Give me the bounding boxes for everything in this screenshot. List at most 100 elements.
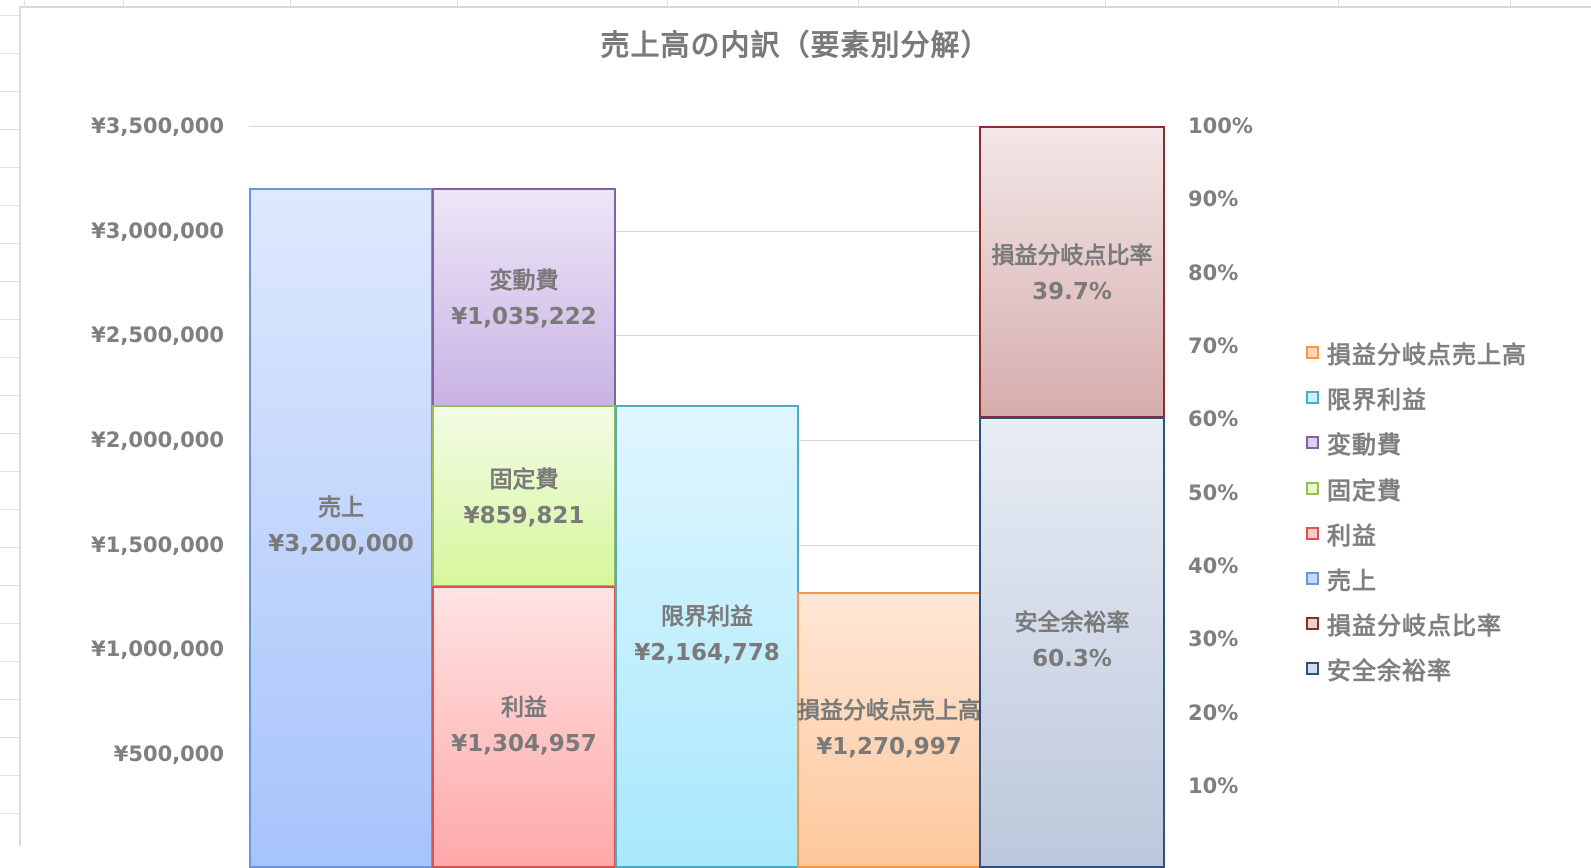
bar-fixed-cost[interactable]: 固定費 ¥859,821: [432, 405, 616, 587]
legend-item-breakeven-ratio[interactable]: 損益分岐点比率: [1306, 601, 1527, 646]
sheet-row-gridline: [0, 243, 19, 244]
legend-item-variable-cost[interactable]: 変動費: [1306, 420, 1527, 465]
legend-swatch-icon: [1306, 346, 1319, 360]
sheet-col-gridline: [1338, 0, 1339, 6]
bar-value: ¥1,304,957: [451, 731, 597, 757]
sheet-col-gridline: [457, 0, 458, 6]
legend-swatch-icon: [1306, 436, 1319, 450]
sheet-row-gridline: [0, 281, 19, 282]
legend-label: 損益分岐点比率: [1327, 612, 1502, 641]
bar-value: ¥1,035,222: [451, 304, 597, 330]
legend-item-breakeven-sales[interactable]: 損益分岐点売上高: [1306, 330, 1527, 375]
bar-value: ¥2,164,778: [634, 640, 780, 666]
spreadsheet-background: [0, 0, 1511, 814]
legend-swatch-icon: [1306, 662, 1319, 676]
y-tick-label: ¥3,000,000: [91, 219, 224, 243]
legend-item-sales[interactable]: 売上: [1306, 556, 1527, 601]
bar-breakeven-ratio[interactable]: 損益分岐点比率 39.7%: [979, 126, 1165, 418]
bar-value: ¥3,200,000: [268, 531, 414, 557]
legend-label: 変動費: [1327, 431, 1402, 460]
y2-tick-label: 80%: [1188, 261, 1239, 285]
legend-item-profit[interactable]: 利益: [1306, 511, 1527, 556]
y2-tick-label: 10%: [1188, 774, 1239, 798]
sheet-row-gridline: [0, 813, 19, 814]
bar-value: ¥859,821: [463, 503, 585, 529]
bar-value: 39.7%: [1032, 279, 1112, 305]
legend-item-fixed-cost[interactable]: 固定費: [1306, 466, 1527, 511]
bar-label-breakeven-ratio: 損益分岐点比率 39.7%: [941, 238, 1203, 310]
bar-label-variable-cost: 変動費 ¥1,035,222: [394, 263, 654, 335]
legend-swatch-icon: [1306, 481, 1319, 495]
sheet-row-gridline: [0, 129, 19, 130]
gridline: [249, 126, 1164, 127]
bar-label-fixed-cost: 固定費 ¥859,821: [394, 462, 654, 534]
legend-label: 売上: [1327, 567, 1377, 596]
legend[interactable]: 損益分岐点売上高 限界利益 変動費 固定費 利益 売上 損益分岐点比率 安全余裕…: [1306, 330, 1527, 692]
bar-name: 利益: [501, 695, 547, 721]
y2-tick-label: 50%: [1188, 481, 1239, 505]
sheet-row-gridline: [0, 91, 19, 92]
bar-name: 固定費: [489, 467, 559, 493]
sheet-row-gridline: [0, 661, 19, 662]
chart-title[interactable]: 売上高の内訳（要素別分解）: [600, 28, 991, 62]
sheet-row-gridline: [0, 205, 19, 206]
bar-name: 変動費: [489, 268, 559, 294]
bar-name: 損益分岐点売上高: [797, 698, 981, 724]
bar-label-safety-margin: 安全余裕率 60.3%: [941, 605, 1203, 677]
y2-tick-label: 30%: [1188, 627, 1239, 651]
bar-value: ¥1,270,997: [816, 734, 962, 760]
sheet-row-gridline: [0, 699, 19, 700]
bar-label-sales: 売上 ¥3,200,000: [211, 490, 471, 562]
legend-swatch-icon: [1306, 617, 1319, 631]
bar-name: 限界利益: [661, 604, 753, 630]
y2-tick-label: 90%: [1188, 187, 1239, 211]
y2-tick-label: 70%: [1188, 334, 1239, 358]
legend-label: 固定費: [1327, 476, 1402, 505]
bar-label-breakeven-sales: 損益分岐点売上高 ¥1,270,997: [759, 693, 1019, 765]
bar-name: 損益分岐点比率: [991, 243, 1153, 269]
sheet-row-gridline: [0, 775, 19, 776]
bar-variable-cost[interactable]: 変動費 ¥1,035,222: [432, 188, 616, 407]
sheet-col-gridline: [24, 0, 25, 6]
y-tick-label: ¥3,500,000: [91, 114, 224, 138]
sheet-row-gridline: [0, 167, 19, 168]
y-tick-label: ¥1,000,000: [91, 637, 224, 661]
bar-name: 売上: [318, 495, 364, 521]
sheet-row-gridline: [0, 433, 19, 434]
legend-item-safety-margin[interactable]: 安全余裕率: [1306, 646, 1527, 691]
bar-marginal-profit[interactable]: 限界利益 ¥2,164,778: [615, 405, 799, 868]
y-tick-label: ¥2,000,000: [91, 428, 224, 452]
y-tick-label: ¥500,000: [113, 742, 224, 766]
sheet-row-gridline: [0, 623, 19, 624]
sheet-col-gridline: [1105, 0, 1106, 6]
sheet-col-gridline: [1510, 0, 1511, 6]
y2-tick-label: 40%: [1188, 554, 1239, 578]
sheet-col-gridline: [290, 0, 291, 6]
legend-label: 損益分岐点売上高: [1327, 341, 1527, 370]
bar-breakeven-sales[interactable]: 損益分岐点売上高 ¥1,270,997: [797, 592, 981, 868]
sheet-row-gridline: [0, 509, 19, 510]
y-tick-label: ¥2,500,000: [91, 323, 224, 347]
sheet-row-gridline: [0, 547, 19, 548]
y2-tick-label: 20%: [1188, 701, 1239, 725]
bar-value: 60.3%: [1032, 646, 1112, 672]
sheet-row-gridline: [0, 357, 19, 358]
legend-label: 安全余裕率: [1327, 657, 1452, 686]
legend-swatch-icon: [1306, 391, 1319, 405]
y2-tick-label: 100%: [1188, 114, 1253, 138]
legend-swatch-icon: [1306, 572, 1319, 586]
bar-sales[interactable]: 売上 ¥3,200,000: [249, 188, 433, 868]
sheet-col-gridline: [858, 0, 859, 6]
sheet-row-gridline: [0, 737, 19, 738]
gridline: [249, 231, 1164, 232]
sheet-row-gridline: [0, 53, 19, 54]
legend-item-marginal-profit[interactable]: 限界利益: [1306, 375, 1527, 420]
sheet-row-gridline: [0, 319, 19, 320]
sheet-row-gridline: [0, 395, 19, 396]
legend-label: 限界利益: [1327, 386, 1427, 415]
sheet-row-gridline: [0, 15, 19, 16]
bar-label-profit: 利益 ¥1,304,957: [394, 690, 654, 762]
sheet-row-gridline: [0, 471, 19, 472]
bar-safety-margin[interactable]: 安全余裕率 60.3%: [979, 417, 1165, 868]
sheet-row-gridline: [0, 585, 19, 586]
